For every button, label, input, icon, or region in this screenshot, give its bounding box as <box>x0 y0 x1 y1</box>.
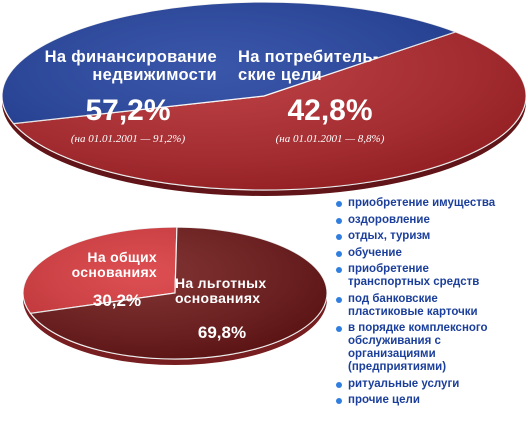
purpose-text: обучение <box>348 246 402 259</box>
purpose-text: (предприятиями) <box>348 361 447 373</box>
purpose-text: ритуальные услуги <box>348 377 460 390</box>
purpose-text: прочие цели <box>348 394 420 406</box>
bullet-icon <box>336 326 342 332</box>
purpose-list: приобретение имущества оздоровление отдых,… <box>334 197 528 411</box>
purpose-item: в порядке комплексного обслуживания с орга… <box>334 322 528 374</box>
slice-label-line: На общих <box>87 249 157 265</box>
slice-label-line: недвижимости <box>92 66 217 84</box>
slice-note: (на 01.01.2001 — 8,8%) <box>276 133 385 145</box>
bullet-icon <box>336 398 342 404</box>
pie-shading <box>2 2 526 190</box>
purpose-text: обслуживания с <box>348 335 441 347</box>
slice-value-label: 30,2% <box>93 291 141 310</box>
purpose-text: транспортных средств <box>348 276 480 288</box>
purpose-item: приобретение имущества <box>334 197 528 210</box>
bullet-icon <box>336 201 342 207</box>
purpose-text: организациями <box>348 348 436 360</box>
purpose-text: пластиковые карточки <box>348 305 478 318</box>
bullet-icon <box>336 217 342 224</box>
purpose-text: приобретение <box>348 263 429 275</box>
bullet-icon <box>336 381 342 388</box>
slice-value-label: 42,8% <box>287 94 372 127</box>
purpose-text: в порядке комплексного <box>348 322 488 334</box>
slice-label-line: основаниях <box>72 264 157 280</box>
bullet-icon <box>336 267 342 273</box>
slice-label-line: На льготных <box>175 275 267 291</box>
purpose-text: под банковские <box>348 292 438 305</box>
slice-label-line: На финансирование <box>45 48 217 66</box>
bullet-icon <box>336 250 342 257</box>
purpose-item: отдых, туризм <box>334 230 528 243</box>
bullet-icon <box>336 296 342 303</box>
purpose-item: приобретение транспортных средств <box>334 263 528 289</box>
slice-value-label: 69,8% <box>198 323 246 342</box>
slice-value-label: 57,2% <box>85 94 170 127</box>
purpose-text: приобретение имущества <box>348 197 496 209</box>
slice-label-line: На потребитель- <box>238 48 379 66</box>
bullet-icon <box>336 234 342 240</box>
slice-label-line: основаниях <box>175 290 260 306</box>
slice-note: (на 01.01.2001 — 91,2%) <box>71 133 186 145</box>
pie-shading <box>23 227 327 359</box>
slice-label-line: ские цели <box>238 66 322 84</box>
purpose-item: ритуальные услуги <box>334 378 528 391</box>
purpose-item: под банковские пластиковые карточки <box>334 293 528 319</box>
purpose-item: обучение <box>334 247 528 260</box>
purpose-item: оздоровление <box>334 214 528 227</box>
purpose-item: прочие цели <box>334 394 528 407</box>
purpose-text: отдых, туризм <box>348 230 431 242</box>
purpose-text: оздоровление <box>348 213 430 226</box>
